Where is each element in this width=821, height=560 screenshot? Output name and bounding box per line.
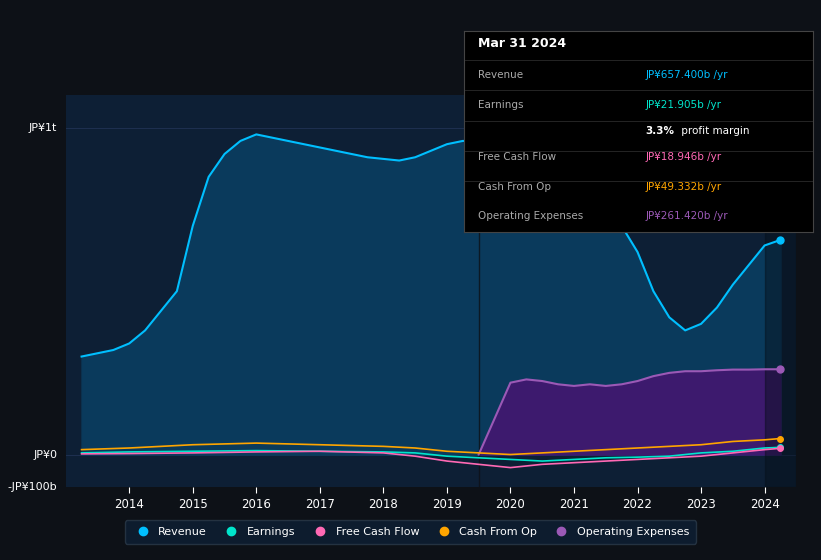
Text: 3.3%: 3.3% bbox=[645, 125, 674, 136]
Text: Free Cash Flow: Free Cash Flow bbox=[478, 152, 556, 162]
Text: Revenue: Revenue bbox=[478, 70, 523, 80]
Text: JP¥1t: JP¥1t bbox=[29, 123, 57, 133]
Legend: Revenue, Earnings, Free Cash Flow, Cash From Op, Operating Expenses: Revenue, Earnings, Free Cash Flow, Cash … bbox=[125, 520, 696, 544]
Text: Cash From Op: Cash From Op bbox=[478, 182, 551, 192]
Text: Earnings: Earnings bbox=[478, 100, 523, 110]
Text: JP¥657.400b /yr: JP¥657.400b /yr bbox=[645, 70, 727, 80]
Text: JP¥261.420b /yr: JP¥261.420b /yr bbox=[645, 211, 728, 221]
Text: profit margin: profit margin bbox=[678, 125, 750, 136]
Text: Mar 31 2024: Mar 31 2024 bbox=[478, 38, 566, 50]
Text: JP¥49.332b /yr: JP¥49.332b /yr bbox=[645, 182, 722, 192]
Text: JP¥21.905b /yr: JP¥21.905b /yr bbox=[645, 100, 722, 110]
Text: Operating Expenses: Operating Expenses bbox=[478, 211, 583, 221]
Bar bbox=[764, 95, 796, 487]
Text: JP¥18.946b /yr: JP¥18.946b /yr bbox=[645, 152, 722, 162]
Text: JP¥0: JP¥0 bbox=[34, 450, 57, 460]
Text: -JP¥100b: -JP¥100b bbox=[7, 482, 57, 492]
